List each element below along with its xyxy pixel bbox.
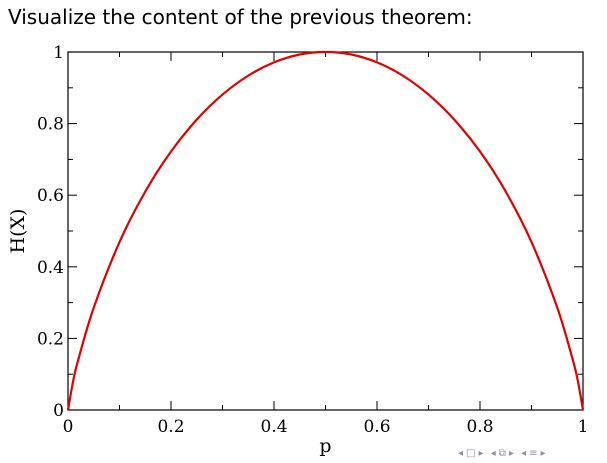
x-tick-label: 1 — [578, 417, 589, 437]
x-tick-label: 0 — [63, 417, 74, 437]
triangle-left-icon[interactable]: ◂ — [490, 448, 497, 459]
x-axis-label: p — [319, 435, 331, 457]
x-tick-label: 0.6 — [363, 417, 390, 437]
y-tick-label: 0.8 — [37, 115, 64, 135]
triangle-right-icon[interactable]: ▸ — [540, 448, 547, 459]
plot-frame — [67, 51, 584, 411]
y-axis-label: H(X) — [7, 209, 29, 254]
axis-ticks — [67, 51, 584, 411]
triangle-right-icon[interactable]: ▸ — [478, 448, 485, 459]
frame-icon[interactable]: □ — [466, 448, 477, 459]
x-tick-label: 0.2 — [157, 417, 184, 437]
triangle-right-icon[interactable]: ▸ — [508, 448, 515, 459]
plot-border — [67, 51, 584, 411]
x-tick-label: 0.4 — [260, 417, 287, 437]
y-tick-label: 0.6 — [37, 186, 64, 206]
entropy-curve — [66, 50, 585, 411]
tick-labels: 0 0.2 0.4 0.6 0.8 1 0 0.2 0.4 0.6 0.8 1 — [37, 43, 588, 437]
slide-icon[interactable]: ⧉ — [498, 448, 507, 459]
y-tick-label: 1 — [53, 43, 64, 63]
y-tick-label: 0.4 — [37, 258, 64, 278]
triangle-left-icon[interactable]: ◂ — [458, 448, 465, 459]
y-tick-label: 0 — [53, 401, 64, 421]
slide-heading: Visualize the content of the previous th… — [8, 5, 473, 29]
y-tick-label: 0.2 — [37, 329, 64, 349]
triangle-left-icon[interactable]: ◂ — [521, 448, 528, 459]
section-icon[interactable]: ≡ — [529, 448, 539, 459]
x-tick-label: 0.8 — [466, 417, 493, 437]
beamer-navigation: ◂ □ ▸ ◂ ⧉ ▸ ◂ ≡ ▸ — [458, 448, 549, 459]
series-layer — [66, 50, 585, 411]
